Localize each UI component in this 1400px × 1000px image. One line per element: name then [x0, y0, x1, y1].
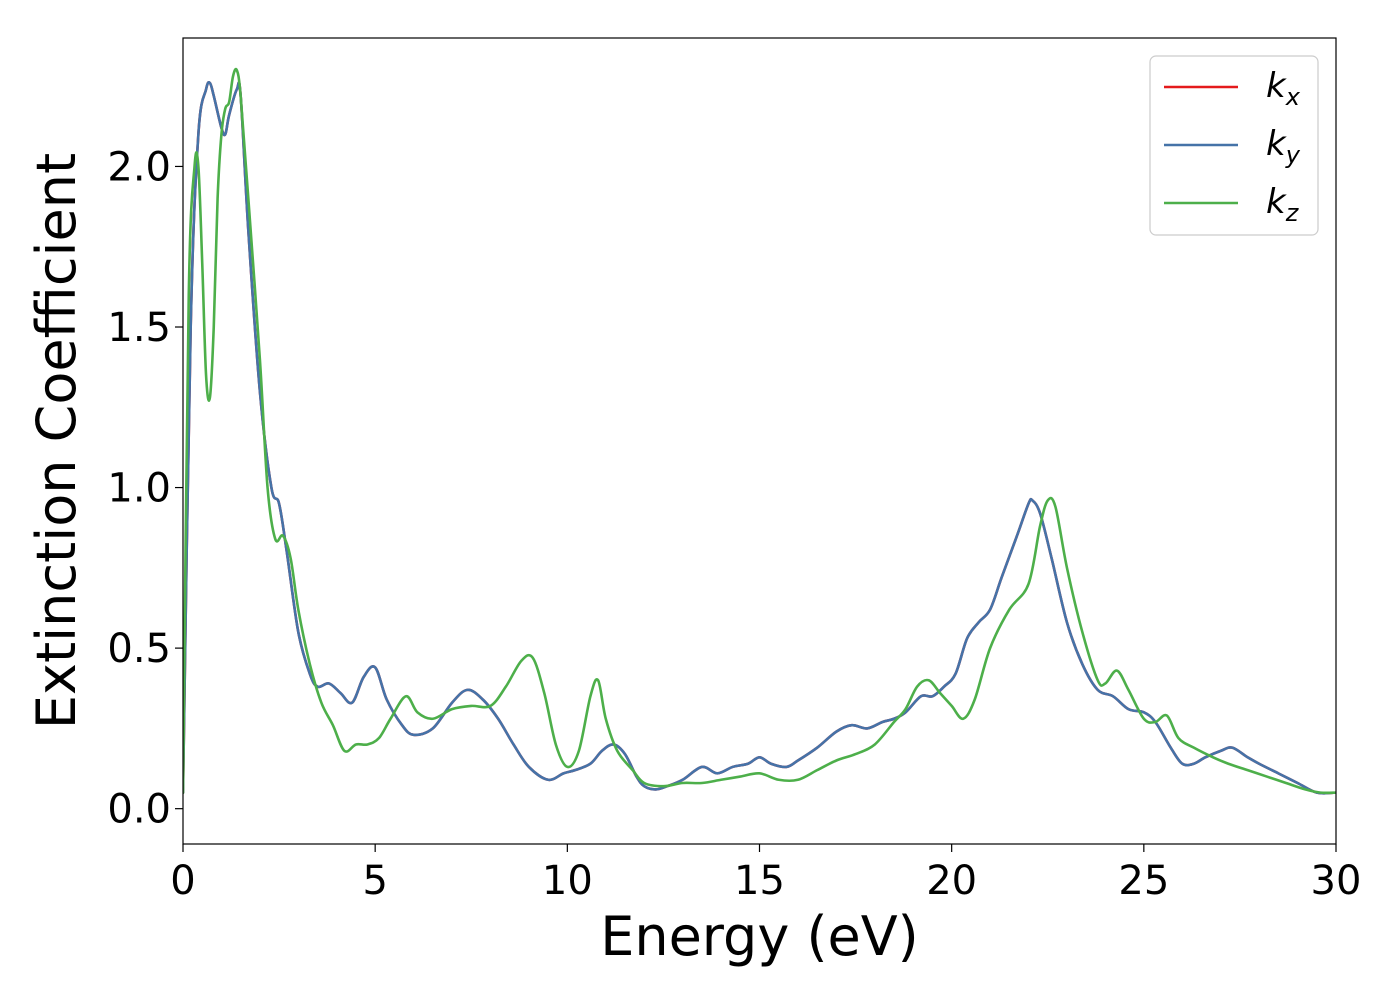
legend-label-ky: ky: [1266, 124, 1301, 169]
legend-label-base: k: [1266, 182, 1287, 222]
legend-label-base: k: [1266, 124, 1287, 164]
series-line-kz: [183, 67, 1336, 795]
y-axis-ticks: 0.0 0.5 1.0 1.5 2.0: [107, 144, 183, 833]
x-axis-label: Energy (eV): [600, 905, 919, 968]
x-axis-ticks: 0 5 10 15 20 25 30: [170, 844, 1361, 904]
y-axis-label: Extinction Coefficient: [25, 153, 88, 729]
y-tick-label: 0.5: [107, 626, 171, 672]
legend-label-subscript: x: [1285, 83, 1301, 111]
legend-label-kz: kz: [1266, 182, 1300, 227]
y-tick-label: 1.0: [107, 466, 171, 512]
legend-label-subscript: y: [1285, 141, 1301, 169]
x-tick-label: 0: [170, 858, 195, 904]
legend-label-base: k: [1266, 66, 1287, 106]
y-tick-label: 1.5: [107, 305, 171, 351]
x-tick-label: 25: [1118, 858, 1169, 904]
x-tick-label: 10: [542, 858, 593, 904]
x-tick-label: 20: [926, 858, 977, 904]
legend-label-subscript: z: [1285, 199, 1300, 227]
y-tick-label: 2.0: [107, 144, 171, 190]
x-tick-label: 5: [362, 858, 387, 904]
y-tick-label: 0.0: [107, 787, 171, 833]
x-tick-label: 15: [734, 858, 785, 904]
legend-label-kx: kx: [1266, 66, 1301, 111]
series-layer: [183, 67, 1336, 795]
x-tick-label: 30: [1311, 858, 1362, 904]
